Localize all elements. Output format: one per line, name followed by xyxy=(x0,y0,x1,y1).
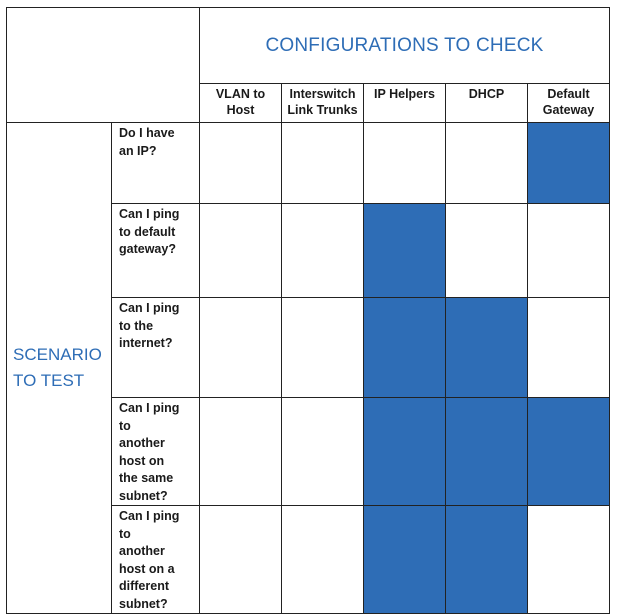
scenario-row: Can I ping to another host on the same s… xyxy=(7,397,610,506)
scenario-question: Can I ping to another host on a differen… xyxy=(111,505,200,614)
check-cell xyxy=(527,297,610,398)
column-header-ip-helpers: IP Helpers xyxy=(363,83,446,123)
check-cell xyxy=(445,122,528,204)
check-cell-filled xyxy=(445,397,528,506)
header-row-columns: VLAN to Host Interswitch Link Trunks IP … xyxy=(7,83,610,123)
check-cell xyxy=(199,122,282,204)
check-cell xyxy=(199,397,282,506)
check-cell-filled xyxy=(363,297,446,398)
scenario-question: Do I have an IP? xyxy=(111,122,200,204)
check-cell xyxy=(281,122,364,204)
header-row-title: CONFIGURATIONS TO CHECK xyxy=(6,7,610,123)
scenario-question: Can I ping to the internet? xyxy=(111,297,200,398)
check-cell xyxy=(281,397,364,506)
scenario-row: Can I ping to another host on a differen… xyxy=(7,505,610,614)
column-header-interswitch-link-trunks: Interswitch Link Trunks xyxy=(281,83,364,123)
check-cell xyxy=(281,505,364,614)
check-cell-filled xyxy=(527,122,610,204)
scenario-question: Can I ping to default gateway? xyxy=(111,203,200,298)
scenario-row: Can I ping to default gateway? xyxy=(7,203,610,298)
column-header-vlan-to-host: VLAN to Host xyxy=(199,83,282,123)
corner-cell xyxy=(6,7,200,123)
check-cell-filled xyxy=(445,505,528,614)
check-cell-filled xyxy=(363,397,446,506)
scenario-configuration-matrix: CONFIGURATIONS TO CHECK VLAN to Host Int… xyxy=(6,7,610,614)
configurations-title: CONFIGURATIONS TO CHECK xyxy=(199,7,610,84)
check-cell xyxy=(199,203,282,298)
check-cell-filled xyxy=(445,297,528,398)
check-cell xyxy=(199,297,282,398)
column-header-default-gateway: Default Gateway xyxy=(527,83,610,123)
check-cell-filled xyxy=(363,505,446,614)
check-cell xyxy=(363,122,446,204)
check-cell-filled xyxy=(363,203,446,298)
check-cell xyxy=(445,203,528,298)
check-cell-filled xyxy=(527,397,610,506)
scenario-question: Can I ping to another host on the same s… xyxy=(111,397,200,506)
check-cell xyxy=(527,505,610,614)
check-cell xyxy=(527,203,610,298)
check-cell xyxy=(199,505,282,614)
check-cell xyxy=(281,203,364,298)
check-cell xyxy=(281,297,364,398)
scenario-row: SCENARIO TO TEST Do I have an IP? xyxy=(6,122,610,614)
scenario-title: SCENARIO TO TEST xyxy=(6,122,112,614)
column-header-dhcp: DHCP xyxy=(445,83,528,123)
